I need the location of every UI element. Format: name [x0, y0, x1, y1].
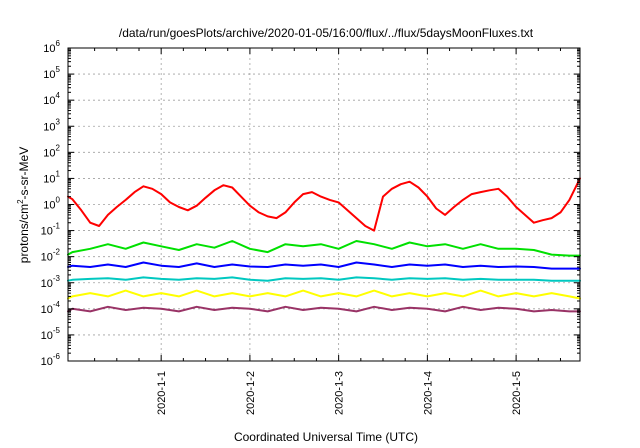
- y-tick-label-base: 10: [43, 69, 55, 81]
- y-tick-label: 10-2: [41, 248, 61, 264]
- y-tick-label-base: 10: [43, 147, 55, 159]
- y-tick-label-exponent: 2: [56, 143, 61, 152]
- x-tick-label: 2020-1-1: [156, 371, 168, 415]
- y-tick-label: 10-5: [41, 326, 61, 342]
- y-tick-label-base: 10: [43, 95, 55, 107]
- y-tick-label-exponent: 4: [56, 91, 61, 100]
- y-tick-label-base: 10: [41, 226, 53, 238]
- y-tick-label-exponent: -6: [53, 352, 61, 361]
- y-tick-label-exponent: 5: [56, 65, 61, 74]
- y-tick-label: 103: [43, 117, 60, 133]
- series-line: [67, 261, 581, 270]
- y-tick-label-base: 10: [43, 173, 55, 185]
- y-tick-label: 10-4: [41, 300, 61, 316]
- y-tick-label-base: 10: [43, 121, 55, 133]
- y-tick-label: 101: [43, 169, 60, 185]
- y-tick-label-exponent: -2: [53, 248, 61, 257]
- y-tick-label: 100: [43, 196, 60, 212]
- series-lines: [67, 177, 581, 313]
- axis-ticks: [68, 47, 580, 362]
- y-axis-label-base: protons/cm: [17, 204, 31, 263]
- y-axis-label: protons/cm2-s-sr-MeV: [16, 147, 31, 263]
- y-tick-label: 104: [43, 91, 60, 107]
- y-tick-label-base: 10: [41, 278, 53, 290]
- y-tick-label-base: 10: [43, 200, 55, 212]
- y-tick-label-exponent: -1: [53, 222, 61, 231]
- y-tick-label-base: 10: [41, 304, 53, 316]
- y-tick-label-exponent: 6: [56, 39, 61, 48]
- series-line: [67, 289, 581, 300]
- y-tick-label-exponent: -5: [53, 326, 61, 335]
- y-tick-label-base: 10: [41, 330, 53, 342]
- y-tick-label-base: 10: [41, 252, 53, 264]
- series-line: [67, 177, 581, 232]
- x-tick-label: 2020-1-4: [422, 371, 434, 415]
- grid-lines: [68, 48, 580, 361]
- series-line: [67, 240, 581, 257]
- x-tick-label: 2020-1-3: [334, 371, 346, 415]
- x-tick-labels: 2020-1-1 2020-1-2 2020-1-3 2020-1-4 2020-1-5: [156, 371, 523, 415]
- y-tick-labels: 10-610-510-410-310-210-11001011021031041…: [41, 39, 61, 368]
- x-tick-label: 2020-1-2: [245, 371, 257, 415]
- y-tick-label: 10-6: [41, 352, 61, 368]
- series-line: [67, 276, 581, 282]
- x-tick-label: 2020-1-5: [511, 371, 523, 415]
- y-tick-label-exponent: 3: [56, 117, 61, 126]
- y-tick-label-exponent: 0: [56, 196, 61, 205]
- y-tick-label-exponent: 1: [56, 169, 61, 178]
- y-tick-label: 106: [43, 39, 60, 55]
- y-tick-label: 10-3: [41, 274, 61, 290]
- y-tick-label-base: 10: [41, 356, 53, 368]
- y-tick-label-exponent: -4: [53, 300, 61, 309]
- y-tick-label-exponent: -3: [53, 274, 61, 283]
- chart-title: /data/run/goesPlots/archive/2020-01-05/1…: [119, 26, 534, 40]
- series-line: [67, 305, 581, 313]
- y-tick-label: 105: [43, 65, 60, 81]
- y-axis-label-units: -s-sr-MeV: [17, 147, 31, 200]
- x-axis-label: Coordinated Universal Time (UTC): [234, 430, 418, 444]
- y-tick-label: 10-1: [41, 222, 61, 238]
- y-tick-label-base: 10: [43, 43, 55, 55]
- y-axis-label-superscript: 2: [16, 199, 25, 204]
- y-tick-label: 102: [43, 143, 60, 159]
